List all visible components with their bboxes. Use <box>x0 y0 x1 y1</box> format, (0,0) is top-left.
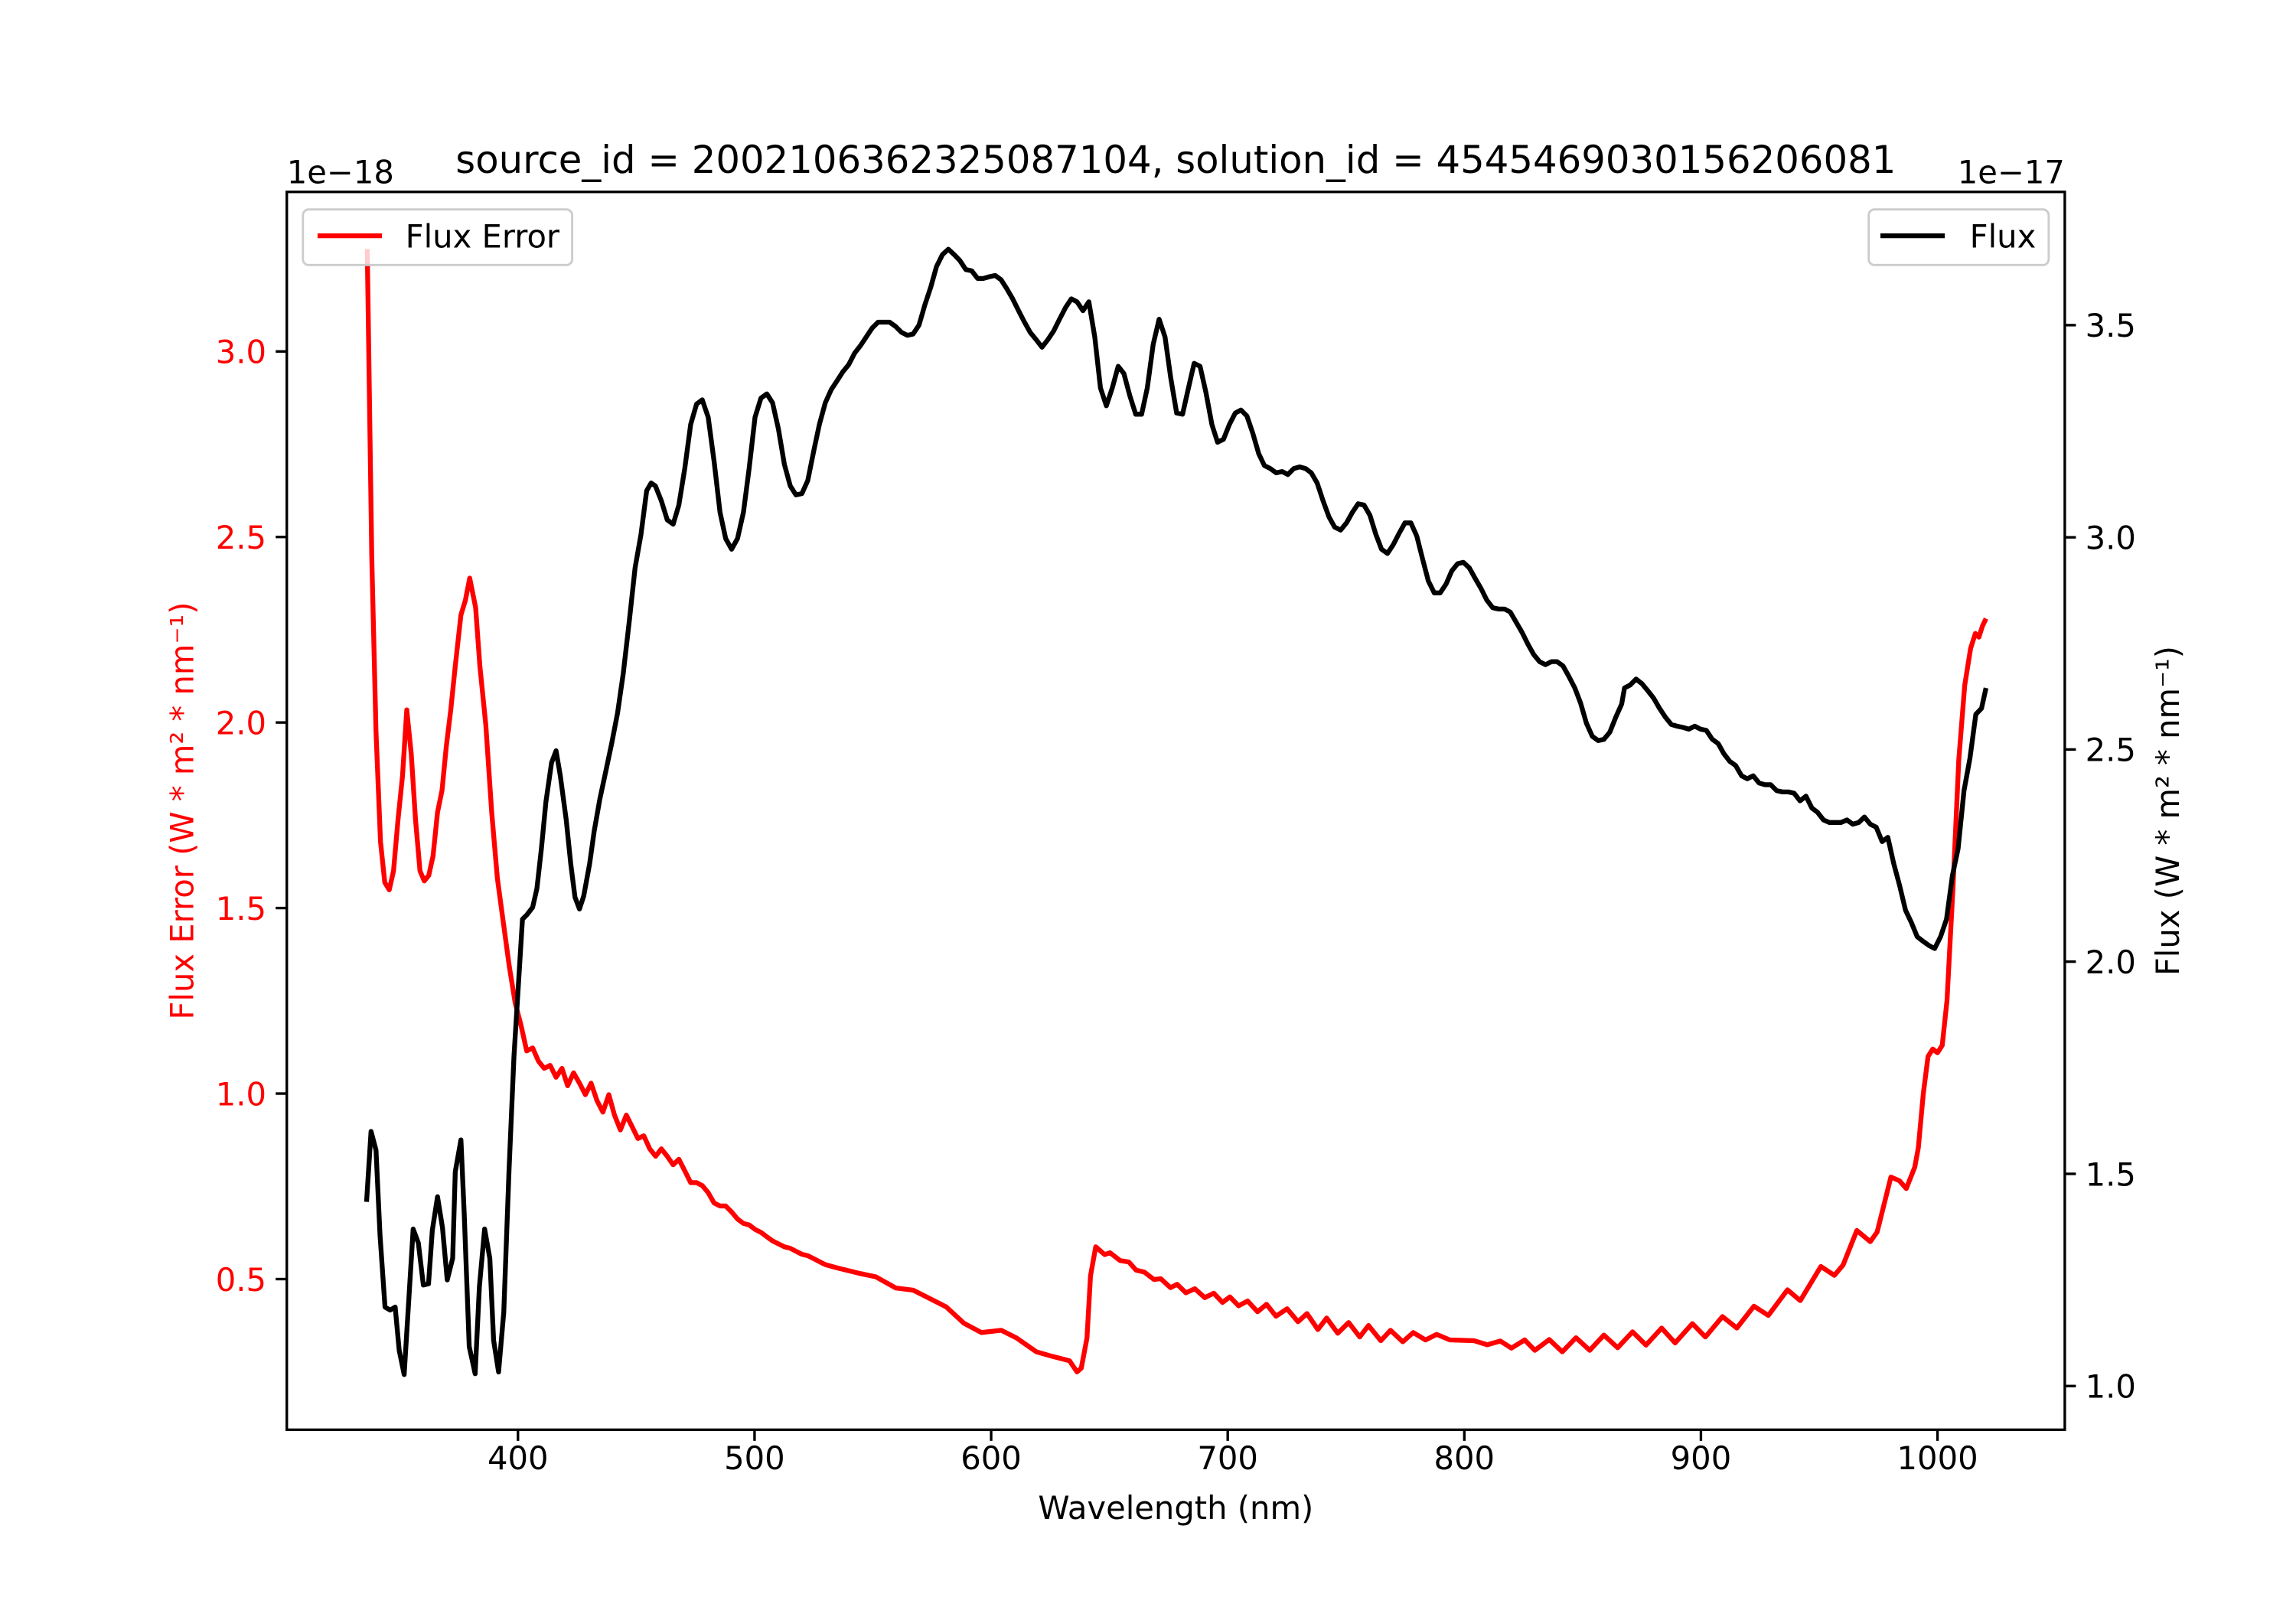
left-axis-offset-text: 1e−18 <box>287 153 394 191</box>
left-y-tick-label: 2.0 <box>216 704 266 742</box>
right-y-tick-label: 2.5 <box>2086 732 2136 769</box>
x-tick-label: 500 <box>724 1439 785 1477</box>
legend-label-flux-error: Flux Error <box>406 217 560 255</box>
left-y-tick-label: 3.0 <box>216 334 266 371</box>
right-axis-offset-text: 1e−17 <box>1958 153 2065 191</box>
x-tick-label: 800 <box>1434 1439 1495 1477</box>
legend-label-flux: Flux <box>1970 217 2037 255</box>
plot-area <box>364 246 1989 1377</box>
left-y-tick-label: 0.5 <box>216 1261 266 1299</box>
right-y-tick-label: 3.0 <box>2086 519 2136 556</box>
legend-frame <box>1867 208 2050 266</box>
right-y-tick-label: 1.0 <box>2086 1368 2136 1406</box>
x-tick-label: 1000 <box>1897 1439 1978 1477</box>
x-axis-label: Wavelength (nm) <box>1038 1489 1313 1527</box>
chart-title: source_id = 2002106362325087104, solutio… <box>455 138 1896 182</box>
left-y-tick-label: 2.5 <box>216 519 266 556</box>
x-tick-label: 700 <box>1197 1439 1258 1477</box>
right-y-tick-label: 2.0 <box>2086 944 2136 981</box>
x-tick-label: 400 <box>488 1439 549 1477</box>
right-y-tick-label: 3.5 <box>2086 307 2136 344</box>
axis-ticks: 400 500 600 700 800 900 1000 0.5 1.0 1.5 2.0 2.5 3.0… <box>216 307 2136 1477</box>
x-tick-label: 900 <box>1671 1439 1732 1477</box>
left-y-tick-label: 1.5 <box>216 890 266 927</box>
right-y-tick-label: 1.5 <box>2086 1156 2136 1193</box>
right-y-axis-label: Flux (W * m² * nm⁻¹) <box>2149 646 2187 976</box>
axes-frame <box>285 191 2066 1432</box>
x-tick-label: 600 <box>960 1439 1022 1477</box>
legend-frame <box>302 208 574 266</box>
legend-flux-error: Flux Error <box>302 208 574 266</box>
left-y-tick-label: 1.0 <box>216 1075 266 1113</box>
series-line-flux <box>364 246 1989 1377</box>
left-y-axis-label: Flux Error (W * m² * nm⁻¹) <box>163 602 201 1020</box>
legend-flux: Flux <box>1867 208 2050 266</box>
